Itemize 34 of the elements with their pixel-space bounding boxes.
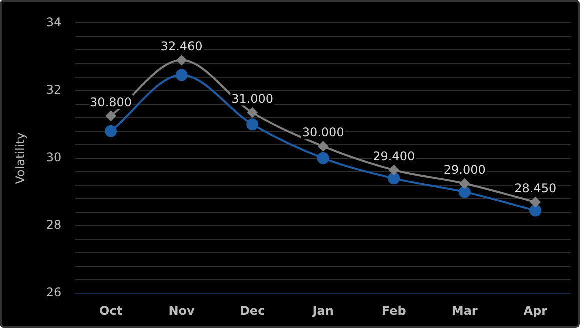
point	[460, 178, 470, 189]
y-tick-label: 26	[46, 286, 62, 300]
x-tick-label: Mar	[452, 304, 478, 318]
point	[317, 152, 330, 164]
x-tick-label: Apr	[524, 304, 548, 318]
point	[246, 118, 259, 131]
data-label: 30.000	[302, 126, 344, 140]
point	[106, 111, 116, 122]
data-label: 28.450	[514, 181, 557, 196]
y-tick-label: 34	[46, 15, 62, 30]
x-tick-label: Feb	[382, 304, 407, 318]
point	[105, 125, 118, 138]
data-label: 31.000	[232, 92, 274, 106]
point	[530, 204, 542, 217]
point	[389, 165, 400, 176]
y-tick-label: 32	[46, 82, 62, 97]
data-label: 30.800	[90, 95, 132, 110]
point	[176, 55, 187, 66]
point	[248, 108, 258, 118]
point	[458, 186, 471, 198]
y-tick-label: 28	[46, 218, 62, 232]
data-label: 32.460	[160, 40, 203, 54]
point	[318, 142, 328, 152]
data-label: 29.400	[373, 149, 416, 164]
x-tick-label: Oct	[100, 304, 123, 318]
point	[530, 197, 541, 208]
point	[176, 69, 188, 82]
y-tick-label: 30	[46, 150, 62, 165]
x-tick-label: Dec	[240, 304, 266, 318]
data-label: 29.000	[444, 162, 486, 177]
point	[388, 172, 400, 185]
y-axis-title: Volatility	[13, 132, 28, 184]
x-tick-label: Jan	[312, 304, 334, 318]
x-tick-label: Nov	[168, 304, 196, 318]
